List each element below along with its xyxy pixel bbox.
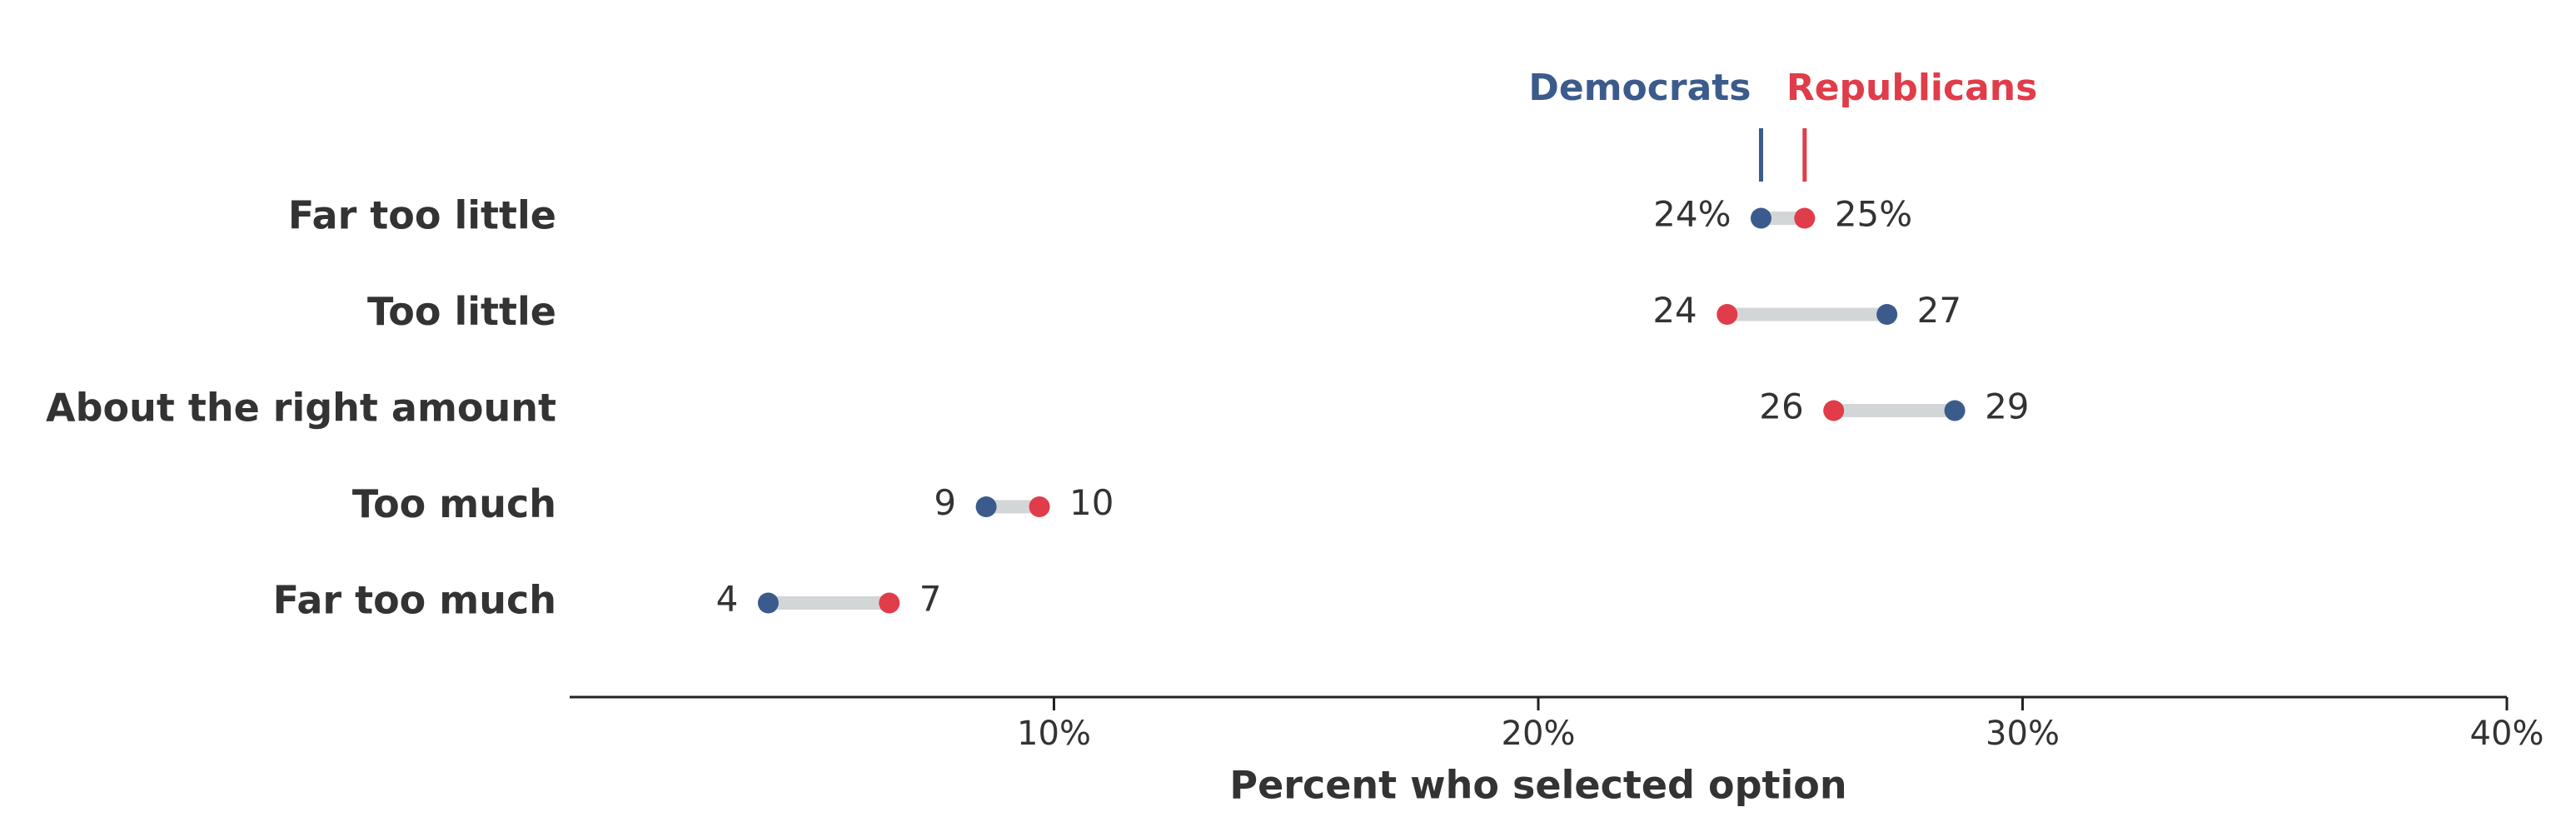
value-label: 25% [1835,194,1912,235]
republicans-point [1794,207,1816,229]
legend: Democrats Republicans [1528,67,2037,182]
democrats-point [1876,304,1898,325]
value-labels: 24% 25% 24 27 26 29 9 10 4 7 [716,194,2030,620]
value-label: 29 [1985,386,2029,427]
value-label: 10 [1069,482,1114,523]
democrats-point [1750,207,1771,229]
republicans-point [1823,400,1845,421]
legend-label-republicans: Republicans [1786,67,2038,109]
value-label: 7 [919,579,942,620]
data-points [757,207,1966,614]
x-tick-label: 10% [1017,715,1091,753]
x-tick-label: 40% [2470,715,2544,753]
value-label: 24 [1652,290,1697,331]
democrats-point [975,496,997,517]
category-label: Far too much [273,578,556,623]
value-label: 4 [716,579,739,620]
category-label: Too little [367,289,556,334]
legend-label-democrats: Democrats [1528,67,1751,109]
value-label: 9 [934,482,956,523]
value-label: 27 [1917,290,1961,331]
category-label: Too much [352,481,556,526]
value-label: 26 [1759,386,1803,427]
category-labels: Far too little Too little About the right … [46,193,556,623]
x-axis: 10% 20% 30% 40% Percent who selected option [570,695,2544,808]
republicans-point [1029,496,1050,517]
x-tick-label: 20% [1502,715,1576,753]
x-axis-title: Percent who selected option [1229,763,1846,808]
democrats-point [757,592,779,614]
x-tick-label: 30% [1986,715,2060,753]
value-label: 24% [1653,194,1731,235]
republicans-point [879,592,900,614]
category-label: Far too little [288,193,556,238]
category-label: About the right amount [46,386,556,431]
republicans-point [1717,304,1738,325]
democrats-point [1944,400,1966,421]
